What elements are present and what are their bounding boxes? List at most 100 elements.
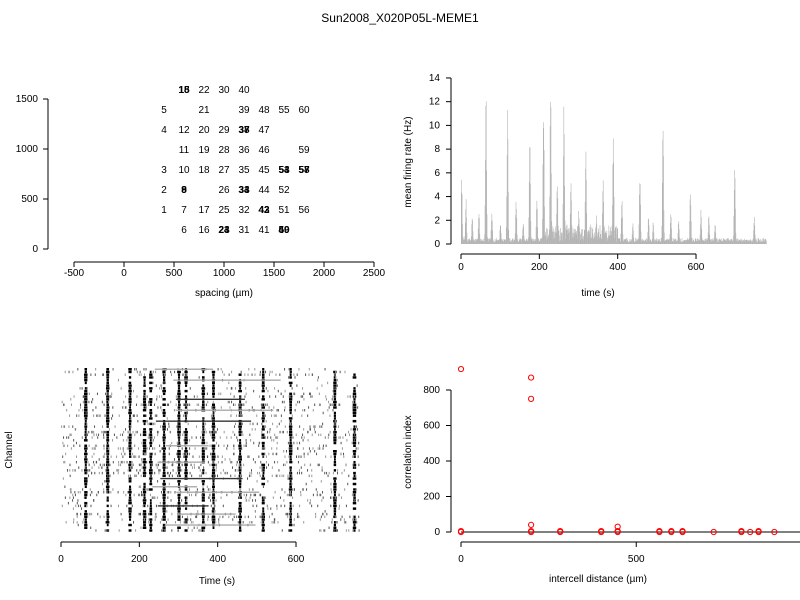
spike <box>103 515 105 519</box>
spike <box>327 436 329 439</box>
spike <box>163 373 165 376</box>
rate-bar <box>683 240 685 244</box>
rate-bar <box>659 238 660 244</box>
spike-burst <box>149 417 153 420</box>
spike-burst <box>84 450 87 453</box>
electrode-label: 31 <box>238 225 250 236</box>
spike <box>131 491 133 494</box>
spike <box>259 515 261 519</box>
spike <box>349 433 351 437</box>
rate-bar <box>755 238 757 244</box>
spike-burst <box>212 450 215 453</box>
rate-bar <box>651 240 653 244</box>
spike <box>155 463 157 467</box>
spike <box>122 460 124 464</box>
spike-burst <box>289 501 292 505</box>
spike <box>345 433 347 437</box>
spike-burst <box>262 471 265 475</box>
rate-bar <box>524 241 526 244</box>
spike <box>249 422 251 426</box>
spike <box>334 419 336 423</box>
rate-bar <box>695 238 696 244</box>
spike <box>166 417 168 420</box>
rate-bar <box>589 227 591 244</box>
spike <box>309 392 311 396</box>
spike-burst <box>261 477 266 480</box>
spike <box>69 469 71 472</box>
spike <box>172 463 174 467</box>
spike <box>189 447 191 450</box>
spike <box>127 491 129 494</box>
spike-burst <box>184 433 188 437</box>
spike <box>89 488 91 491</box>
spike <box>139 469 141 472</box>
spike <box>308 447 310 450</box>
electrode-label: 33 <box>238 185 250 196</box>
spike <box>352 400 354 404</box>
spike-burst <box>84 501 88 505</box>
spike <box>93 452 95 456</box>
rate-bar <box>669 234 671 244</box>
rate-bar <box>493 242 495 244</box>
spike <box>231 460 233 464</box>
spike <box>132 414 134 417</box>
spike <box>270 436 272 439</box>
rate-bar <box>462 236 464 244</box>
spike-burst <box>333 370 337 374</box>
rate-bar <box>663 210 665 244</box>
spike <box>161 529 163 532</box>
rate-bar <box>477 228 479 244</box>
spike <box>321 466 323 469</box>
spike <box>284 409 286 412</box>
rate-bar <box>657 239 659 244</box>
spike <box>74 469 76 472</box>
spike <box>235 387 237 390</box>
spike <box>202 485 204 488</box>
spike <box>329 430 331 434</box>
spike <box>290 493 292 497</box>
rate-bar <box>648 218 649 244</box>
spike-burst <box>353 430 356 434</box>
spike <box>311 469 313 472</box>
spike <box>199 469 201 472</box>
spike-burst <box>83 480 88 483</box>
spike <box>353 496 355 499</box>
rate-bar <box>663 156 664 244</box>
spike <box>179 521 181 524</box>
spike <box>356 425 358 428</box>
spike <box>251 469 253 472</box>
spike <box>103 403 105 406</box>
spike-burst <box>261 482 266 486</box>
spike-burst <box>149 526 152 529</box>
spike-burst <box>177 392 181 396</box>
rate-bar <box>672 241 674 244</box>
rate-bar <box>694 241 695 244</box>
rate-bar <box>520 238 522 244</box>
rate-bar <box>719 239 720 244</box>
spike <box>193 395 195 398</box>
spike-burst <box>289 400 293 404</box>
spike <box>74 491 76 494</box>
spike <box>288 376 290 379</box>
rate-bar <box>481 239 483 244</box>
spike-burst <box>128 507 132 510</box>
spike <box>107 447 109 450</box>
spike-burst <box>105 480 110 483</box>
spike-burst <box>177 501 181 505</box>
spike <box>352 455 354 458</box>
rate-bar <box>565 227 566 244</box>
y-tick-label: 500 <box>21 194 38 205</box>
spike <box>330 504 332 508</box>
spike <box>167 403 169 406</box>
electrode-label: 9 <box>181 185 187 196</box>
rate-bar <box>522 228 524 244</box>
spike <box>65 521 67 524</box>
rate-bar <box>641 240 643 244</box>
spike-burst <box>128 370 132 374</box>
rate-bar <box>514 240 515 244</box>
spike <box>69 433 71 437</box>
rate-bar <box>647 219 649 244</box>
spike-burst <box>333 469 337 472</box>
spike <box>75 455 77 458</box>
rate-bar <box>647 239 648 244</box>
